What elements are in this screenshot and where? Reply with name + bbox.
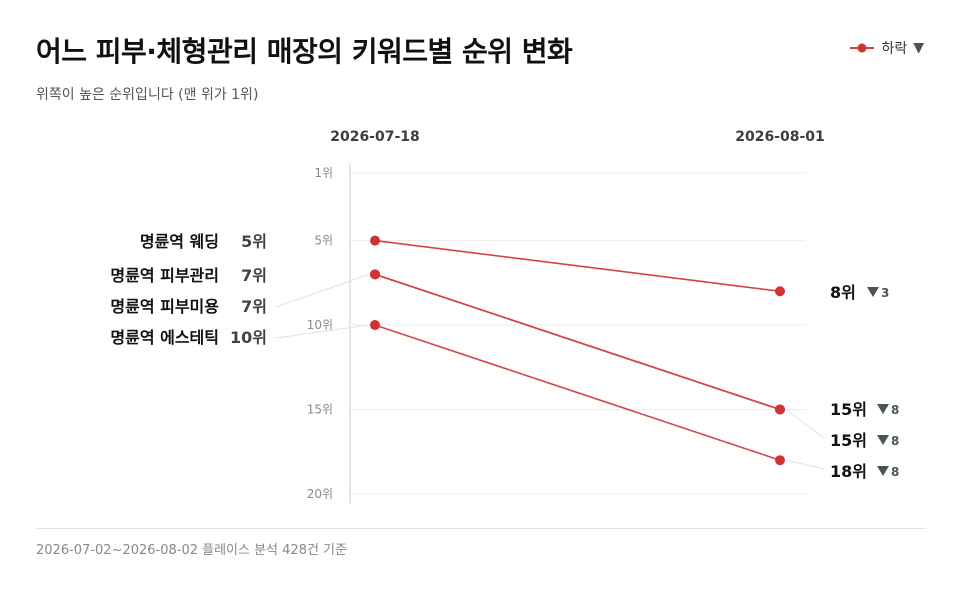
end-rank-label: 15위 bbox=[830, 400, 867, 419]
end-rank-label: 18위 bbox=[830, 462, 867, 481]
start-point bbox=[370, 320, 380, 331]
left-leader-line bbox=[275, 324, 370, 339]
y-tick-label: 5위 bbox=[314, 234, 333, 248]
rank-change-label: 3 bbox=[881, 286, 889, 300]
rank-change-label: 8 bbox=[891, 434, 899, 448]
legend-line-marker bbox=[850, 43, 875, 53]
chart-subtitle: 위쪽이 높은 순위입니다 (맨 위가 1위) bbox=[36, 87, 259, 103]
down-arrow-icon bbox=[877, 466, 889, 476]
legend-down-arrow-icon: ▼ bbox=[913, 40, 924, 56]
series-name-label: 명륜역 에스테틱 bbox=[110, 328, 219, 347]
right-leader-line bbox=[785, 409, 825, 439]
start-rank-label: 7위 bbox=[241, 266, 267, 285]
legend-label: 하락 bbox=[881, 41, 908, 57]
end-point bbox=[775, 455, 785, 466]
down-arrow-icon bbox=[867, 287, 879, 297]
end-rank-label: 8위 bbox=[830, 283, 856, 302]
start-point bbox=[370, 269, 380, 280]
end-point bbox=[775, 286, 785, 297]
series-line bbox=[374, 324, 781, 461]
start-rank-label: 7위 bbox=[241, 297, 267, 316]
start-point bbox=[370, 235, 380, 246]
down-arrow-icon bbox=[877, 404, 889, 414]
series-name-label: 명륜역 피부관리 bbox=[110, 266, 219, 285]
y-tick-label: 10위 bbox=[307, 318, 333, 332]
chart-title: 어느 피부·체형관리 매장의 키워드별 순위 변화 bbox=[36, 35, 573, 68]
series-name-label: 명륜역 피부미용 bbox=[110, 297, 219, 316]
y-tick-label: 15위 bbox=[307, 403, 333, 417]
end-point bbox=[775, 404, 785, 415]
series-name-label: 명륜역 웨딩 bbox=[140, 232, 219, 251]
y-tick-label: 20위 bbox=[307, 487, 333, 501]
legend: 하락 ▼ bbox=[849, 38, 924, 58]
rank-change-label: 8 bbox=[891, 465, 899, 479]
end-rank-label: 15위 bbox=[830, 431, 867, 450]
left-leader-line bbox=[275, 273, 370, 308]
down-arrow-icon bbox=[877, 435, 889, 445]
start-rank-label: 10위 bbox=[230, 328, 267, 347]
start-rank-label: 5위 bbox=[241, 232, 267, 251]
footer-note: 2026-07-02~2026-08-02 플레이스 분석 428건 기준 bbox=[36, 543, 347, 558]
x-date-label: 2026-08-01 bbox=[735, 129, 825, 145]
series-line bbox=[374, 239, 781, 293]
x-date-label: 2026-07-18 bbox=[330, 129, 420, 145]
footer-divider bbox=[36, 528, 926, 529]
right-leader-line bbox=[785, 459, 825, 470]
y-tick-label: 1위 bbox=[314, 166, 333, 180]
series-line bbox=[374, 273, 781, 411]
rank-change-label: 8 bbox=[891, 403, 899, 417]
